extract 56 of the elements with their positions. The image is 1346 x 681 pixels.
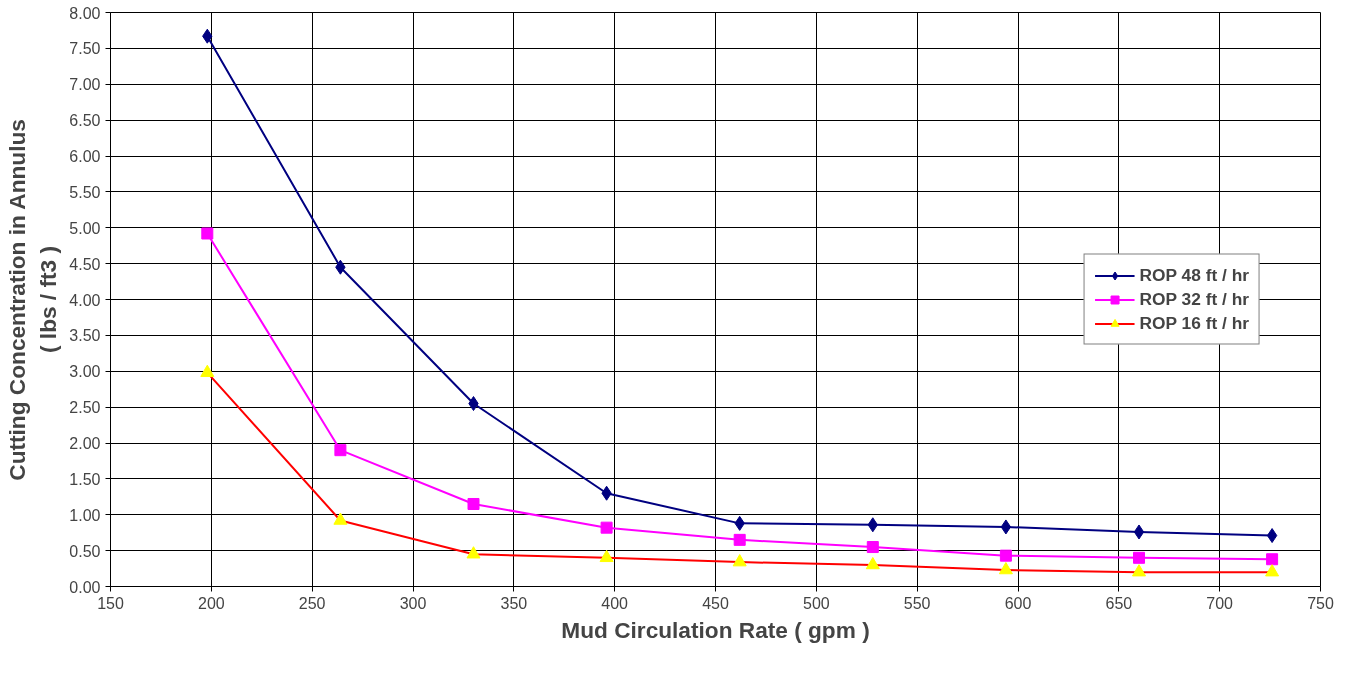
point — [1266, 528, 1278, 544]
point — [732, 554, 747, 567]
x-tick-label: 250 — [298, 594, 326, 612]
y-tick-label: 8.00 — [69, 4, 101, 22]
x-tick-label: 450 — [702, 594, 729, 612]
point — [200, 364, 215, 377]
point — [1133, 551, 1145, 564]
y-tick-label: 7.00 — [69, 76, 101, 94]
point — [865, 556, 880, 570]
point — [467, 497, 480, 510]
point — [999, 549, 1012, 562]
x-tick-label: 350 — [500, 594, 528, 612]
point — [466, 546, 481, 559]
point — [1265, 564, 1280, 577]
point — [1133, 524, 1145, 540]
y-tick-label: 3.00 — [69, 363, 101, 381]
point — [1266, 553, 1279, 566]
x-tick-label: 550 — [903, 594, 931, 612]
y-tick-label: 5.50 — [69, 183, 101, 201]
point — [1000, 519, 1012, 535]
y-tick-label: 4.00 — [69, 291, 101, 309]
x-axis-title: Mud Circulation Rate ( gpm ) — [561, 616, 870, 643]
y-tick-label: 2.50 — [69, 399, 101, 417]
legend-label: ROP 32 ft / hr — [1139, 288, 1249, 310]
y-tick-label: 0.50 — [69, 542, 101, 560]
point — [866, 541, 879, 554]
x-tick-label: 200 — [197, 594, 225, 612]
legend-label: ROP 16 ft / hr — [1139, 312, 1249, 334]
point — [1132, 564, 1146, 577]
point — [600, 521, 613, 534]
y-tick-label: 5.00 — [69, 219, 101, 237]
y-axis-title: Cutting Concentration in Annulus ( lbs / ft3 ) — [4, 119, 62, 481]
point — [733, 533, 746, 546]
x-tick-label: 700 — [1206, 594, 1234, 612]
x-tick-label: 650 — [1105, 594, 1133, 612]
y-tick-label: 1.00 — [69, 506, 101, 524]
x-tick-label: 400 — [601, 594, 629, 612]
point — [998, 561, 1013, 575]
y-tick-label: 1.50 — [69, 470, 101, 488]
x-tick-label: 300 — [399, 594, 427, 612]
x-tick-label: 600 — [1004, 594, 1032, 612]
point — [333, 512, 348, 525]
x-tick-label: 500 — [802, 594, 830, 612]
x-tick-label: 150 — [97, 594, 124, 612]
point — [599, 549, 614, 563]
y-tick-label: 4.50 — [69, 255, 101, 273]
y-tick-label: 7.50 — [69, 40, 101, 58]
point — [201, 227, 214, 240]
y-tick-label: 3.50 — [69, 327, 101, 345]
y-tick-label: 2.00 — [69, 435, 101, 452]
y-tick-label: 6.00 — [69, 148, 101, 165]
y-tick-label: 0.00 — [69, 578, 101, 596]
x-tick-label: 750 — [1307, 594, 1334, 612]
y-tick-label: 6.50 — [69, 112, 101, 130]
point — [334, 444, 347, 457]
legend-label: ROP 48 ft / hr — [1139, 264, 1249, 286]
